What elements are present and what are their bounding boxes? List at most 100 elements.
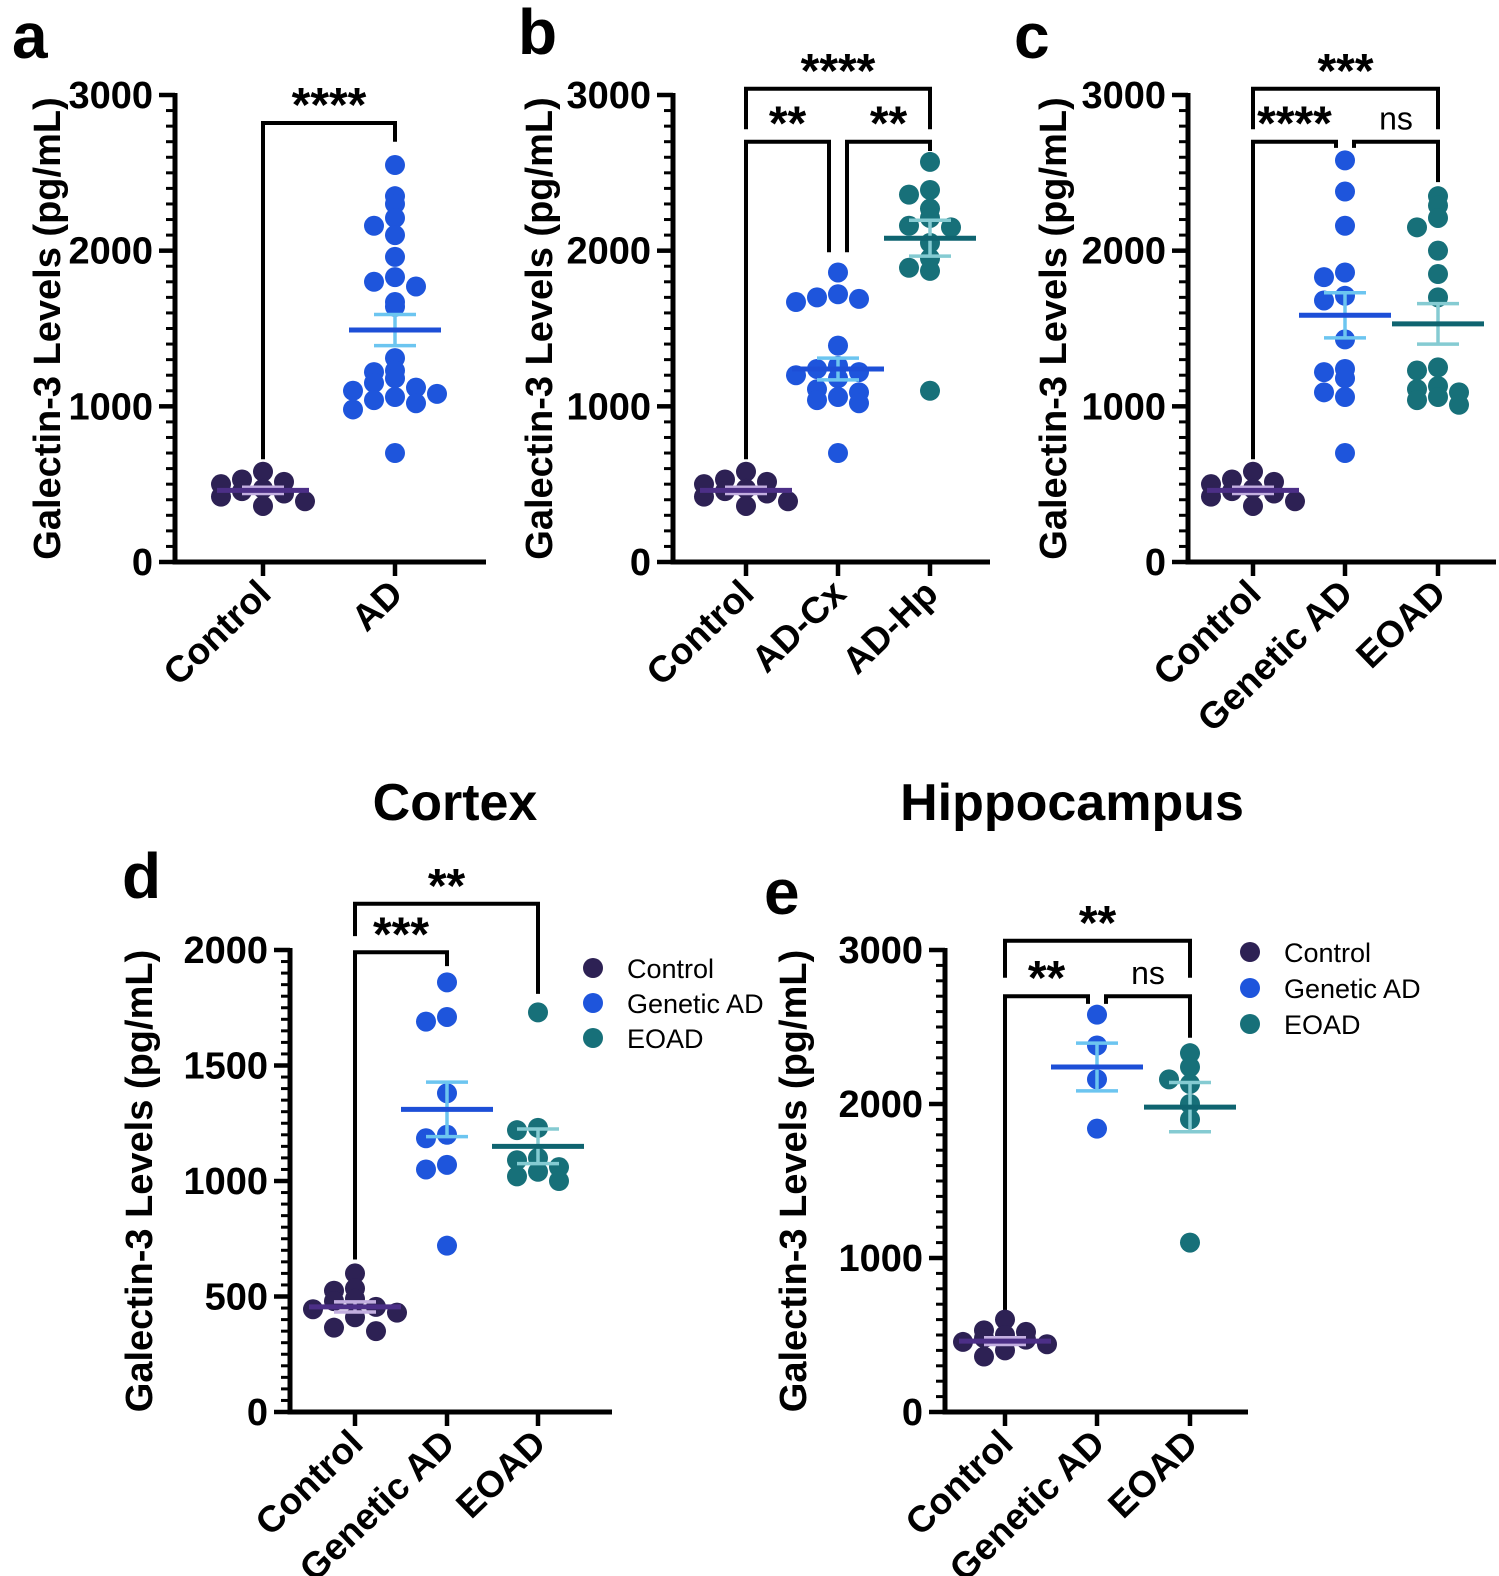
legend-dot-eoad: [583, 1028, 603, 1048]
y-tick-label: 3000: [1081, 75, 1166, 117]
data-point: [528, 1161, 548, 1182]
data-point: [807, 287, 827, 308]
panel-title-hippocampus: Hippocampus: [900, 774, 1244, 832]
group-ad-hp: [884, 151, 976, 401]
data-point: [437, 1006, 457, 1027]
data-point: [1407, 360, 1427, 381]
data-point: [385, 368, 405, 389]
data-point: [1407, 390, 1427, 411]
y-tick-label: 1000: [1081, 386, 1166, 428]
x-label-control: Control: [155, 572, 278, 693]
data-point: [807, 390, 827, 411]
y-tick-label: 1000: [183, 1161, 268, 1203]
data-point: [295, 491, 315, 512]
data-point: [1335, 443, 1355, 464]
data-point: [849, 288, 869, 309]
panel-letter-e: e: [764, 856, 800, 928]
y-tick-label: 1000: [838, 1238, 923, 1280]
y-axis-label: Galectin-3 Levels (pg/mL): [519, 97, 561, 559]
data-point: [974, 1346, 994, 1367]
sig-label-asterisks: ***: [1317, 45, 1373, 98]
panel-letter-d: d: [122, 840, 161, 912]
data-point: [1428, 386, 1448, 407]
data-point: [849, 393, 869, 414]
sig-bracket-control-ad-hp: ****: [744, 45, 932, 130]
data-point: [324, 1317, 344, 1338]
sig-bracket-control-ad: ****: [261, 79, 397, 460]
legend-label-control: Control: [627, 954, 714, 984]
data-point: [1428, 240, 1448, 261]
y-tick-label: 2000: [183, 930, 268, 972]
data-point: [828, 284, 848, 305]
bracket-line: [1003, 938, 1192, 978]
legend-label-eoad: EOAD: [1284, 1010, 1361, 1040]
data-point: [1243, 495, 1263, 516]
data-point: [385, 443, 405, 464]
data-point: [1180, 1232, 1200, 1253]
data-point: [437, 1154, 457, 1175]
data-point: [416, 1159, 436, 1180]
data-point: [1037, 1334, 1057, 1355]
panel-letter-b: b: [518, 0, 557, 68]
sig-bracket-control-eoad: ***: [1251, 45, 1440, 130]
data-point: [364, 390, 384, 411]
panel-letter-a: a: [12, 0, 48, 72]
bracket-line: [1251, 86, 1440, 130]
data-point: [1428, 207, 1448, 228]
data-point: [828, 262, 848, 283]
data-point: [1314, 382, 1334, 403]
data-point: [1449, 394, 1469, 415]
y-tick-label: 1500: [183, 1046, 268, 1088]
data-point: [549, 1171, 569, 1191]
y-tick-label: 0: [132, 542, 153, 584]
y-tick-label: 2000: [566, 231, 651, 273]
data-point: [406, 393, 426, 414]
bracket-line: [744, 139, 831, 460]
bracket-line: [744, 86, 932, 130]
y-tick-label: 2000: [1081, 231, 1166, 273]
x-label-control: Control: [638, 572, 761, 693]
sig-label-asterisks: **: [870, 98, 908, 151]
legend: Control Genetic AD EOAD: [583, 954, 764, 1054]
y-tick-label: 3000: [68, 75, 153, 117]
y-axis-label: Galectin-3 Levels (pg/mL): [119, 950, 161, 1412]
data-point: [1180, 1043, 1200, 1064]
data-point: [1335, 150, 1355, 171]
x-label-ad: AD: [344, 572, 411, 639]
data-point: [406, 377, 426, 398]
data-point: [385, 386, 405, 407]
bracket-line: [1251, 139, 1338, 460]
x-label-ad-cx: AD-Cx: [744, 572, 854, 680]
sig-bracket-control-eoad: **: [1003, 897, 1192, 978]
data-point: [1428, 264, 1448, 285]
group-control: [953, 1309, 1057, 1367]
sig-bracket-genetic-ad-eoad: ns: [1104, 955, 1192, 1038]
data-point: [920, 151, 940, 172]
data-point: [345, 1263, 365, 1284]
legend-dot-control: [583, 958, 603, 978]
y-tick-label: 3000: [566, 75, 651, 117]
sig-bracket-control-genetic-ad: **: [1003, 952, 1090, 1311]
data-point: [385, 207, 405, 228]
data-point: [385, 193, 405, 214]
data-point: [427, 383, 447, 404]
sig-bracket-control-genetic-ad: ****: [1251, 98, 1338, 460]
y-tick-label: 1000: [68, 386, 153, 428]
data-point: [343, 399, 363, 420]
sig-label-ns: ns: [1379, 101, 1413, 137]
data-point: [385, 267, 405, 288]
data-point: [1285, 491, 1305, 512]
panel-letter-c: c: [1014, 0, 1050, 72]
legend-dot-genetic-ad: [1240, 978, 1260, 998]
y-tick-label: 2000: [68, 231, 153, 273]
data-point: [385, 155, 405, 176]
data-point: [995, 1309, 1015, 1330]
legend: Control Genetic AD EOAD: [1240, 938, 1421, 1040]
bracket-line: [353, 950, 449, 1260]
sig-bracket-control-ad-cx: **: [744, 98, 831, 460]
legend-dot-eoad: [1240, 1014, 1260, 1034]
bracket-line: [1352, 139, 1440, 183]
sig-bracket-control-genetic-ad: ***: [353, 908, 449, 1260]
data-point: [1159, 1069, 1179, 1090]
